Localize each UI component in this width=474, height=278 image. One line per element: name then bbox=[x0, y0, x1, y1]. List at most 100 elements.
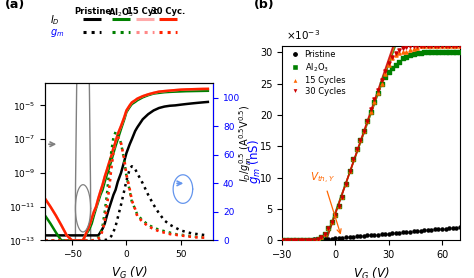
Point bbox=[300, 238, 307, 243]
Point bbox=[314, 237, 321, 241]
Point bbox=[395, 48, 403, 53]
Point bbox=[324, 237, 332, 241]
Point bbox=[346, 169, 353, 174]
Point bbox=[282, 238, 289, 243]
Y-axis label: $I_{D}/g_{m}^{0.5}$ ($\mathrm{A^{0.5}V^{0.5}}$): $I_{D}/g_{m}^{0.5}$ ($\mathrm{A^{0.5}V^{… bbox=[237, 105, 254, 182]
Point bbox=[324, 226, 332, 230]
Point bbox=[328, 219, 336, 224]
Point bbox=[388, 56, 396, 61]
Point bbox=[338, 194, 346, 199]
Point bbox=[360, 234, 367, 238]
Point bbox=[353, 234, 360, 239]
Point bbox=[392, 51, 400, 55]
Point bbox=[364, 119, 371, 123]
Point bbox=[364, 119, 371, 123]
Point bbox=[307, 238, 314, 243]
Point bbox=[328, 219, 336, 224]
Point bbox=[374, 232, 382, 237]
Point bbox=[424, 44, 431, 48]
Point bbox=[449, 44, 456, 48]
Point bbox=[303, 238, 310, 243]
Point bbox=[321, 232, 328, 236]
Y-axis label: $I_{D}$ (A): $I_{D}$ (A) bbox=[0, 146, 3, 178]
Point bbox=[428, 44, 435, 48]
Point bbox=[364, 233, 371, 238]
Point bbox=[456, 44, 464, 48]
Point bbox=[356, 138, 364, 142]
Point bbox=[442, 44, 449, 48]
Point bbox=[356, 138, 364, 142]
Point bbox=[338, 194, 346, 199]
Point bbox=[399, 46, 407, 51]
Point bbox=[428, 50, 435, 54]
Point bbox=[420, 228, 428, 233]
Point bbox=[452, 50, 460, 54]
Point bbox=[282, 238, 289, 243]
Point bbox=[314, 237, 321, 242]
Text: (b): (b) bbox=[254, 0, 274, 11]
Point bbox=[289, 238, 296, 243]
Point bbox=[346, 169, 353, 174]
Point bbox=[420, 44, 428, 48]
Point bbox=[349, 157, 357, 161]
Point bbox=[388, 54, 396, 59]
Point bbox=[388, 231, 396, 235]
Point bbox=[342, 182, 350, 186]
Point bbox=[314, 237, 321, 241]
Point bbox=[314, 237, 321, 241]
Point bbox=[342, 235, 350, 240]
Point bbox=[410, 47, 417, 51]
Point bbox=[321, 232, 328, 236]
Point bbox=[445, 226, 453, 230]
Point bbox=[385, 231, 392, 236]
Point bbox=[452, 44, 460, 48]
Point bbox=[452, 44, 460, 48]
Point bbox=[289, 238, 296, 243]
Point bbox=[435, 227, 442, 231]
Point bbox=[317, 235, 325, 240]
Point bbox=[371, 100, 378, 105]
Point bbox=[335, 204, 343, 208]
Point bbox=[324, 226, 332, 230]
Point bbox=[338, 235, 346, 240]
Point bbox=[278, 238, 286, 242]
Point bbox=[353, 147, 360, 152]
X-axis label: $V_{G}$ (V): $V_{G}$ (V) bbox=[111, 265, 147, 278]
Point bbox=[442, 226, 449, 231]
Point bbox=[435, 44, 442, 48]
Point bbox=[278, 238, 286, 243]
Point bbox=[374, 88, 382, 92]
Point bbox=[367, 110, 374, 114]
Point bbox=[402, 45, 410, 49]
Point bbox=[438, 227, 446, 231]
Point bbox=[278, 238, 286, 243]
Point bbox=[342, 182, 350, 186]
Point bbox=[395, 59, 403, 64]
Point bbox=[399, 50, 407, 54]
Point bbox=[410, 52, 417, 56]
Point bbox=[292, 238, 300, 243]
Point bbox=[310, 237, 318, 242]
Point bbox=[285, 238, 293, 243]
Point bbox=[452, 225, 460, 230]
Point bbox=[431, 50, 438, 54]
Point bbox=[289, 238, 296, 243]
Point bbox=[292, 238, 300, 242]
Text: $\times 10^{-3}$: $\times 10^{-3}$ bbox=[285, 28, 320, 42]
Point bbox=[378, 81, 385, 86]
Text: Pristine: Pristine bbox=[74, 7, 111, 16]
Point bbox=[392, 63, 400, 67]
Point bbox=[328, 219, 336, 224]
Point bbox=[300, 238, 307, 243]
Point bbox=[303, 238, 310, 243]
Point bbox=[356, 138, 364, 142]
Point bbox=[392, 53, 400, 58]
Point bbox=[413, 44, 421, 48]
Point bbox=[335, 204, 343, 208]
Point bbox=[296, 238, 303, 242]
Point bbox=[324, 226, 332, 230]
Point bbox=[417, 229, 424, 233]
Point bbox=[406, 229, 414, 234]
Point bbox=[296, 238, 303, 243]
Point bbox=[438, 44, 446, 48]
